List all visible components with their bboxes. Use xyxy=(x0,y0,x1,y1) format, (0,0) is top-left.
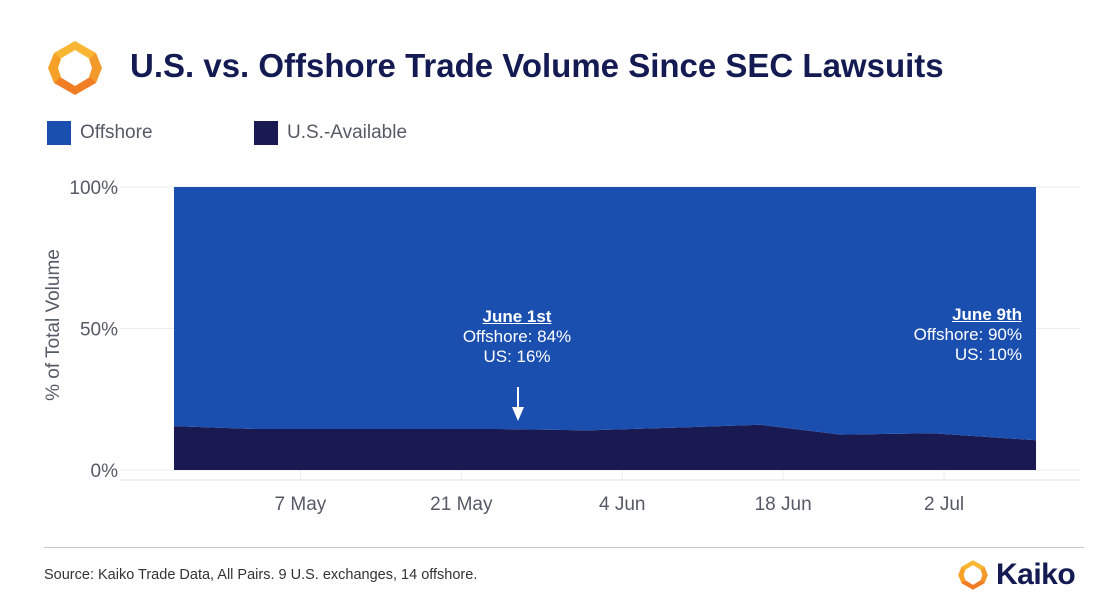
legend-item-us-available: U.S.-Available xyxy=(254,121,407,145)
annotation-june-9: June 9th Offshore: 90% US: 10% xyxy=(862,305,1022,365)
kaiko-brand-icon xyxy=(958,560,988,590)
kaiko-logo-icon xyxy=(48,41,102,95)
x-tick-label: 4 Jun xyxy=(599,494,645,515)
annotation-june-1-offshore: Offshore: 84% xyxy=(462,327,572,346)
x-tick-label: 7 May xyxy=(275,494,327,515)
annotation-june-1: June 1st Offshore: 84% US: 16% xyxy=(437,307,597,367)
legend-item-offshore: Offshore xyxy=(47,121,153,145)
annotation-june-1-title: June 1st xyxy=(482,307,552,326)
annotation-arrow-head xyxy=(512,407,524,421)
area-series-u-s-available xyxy=(174,424,1036,470)
area-chart: 0% 50% 100% 7 May 21 May 4 Jun 18 Jun 2 Jul % of… xyxy=(43,178,1080,515)
x-tick-label: 2 Jul xyxy=(924,494,964,515)
legend-swatch-offshore xyxy=(47,121,71,145)
x-tick-label: 18 Jun xyxy=(755,494,812,515)
x-tick-label: 21 May xyxy=(430,494,493,515)
annotation-june-1-us: US: 16% xyxy=(483,347,551,366)
y-axis-label: % of Total Volume xyxy=(43,249,64,401)
annotation-june-9-title: June 9th xyxy=(952,305,1022,324)
y-tick-label: 0% xyxy=(91,461,119,482)
page-title: U.S. vs. Offshore Trade Volume Since SEC… xyxy=(130,47,944,84)
legend-swatch-us-available xyxy=(254,121,278,145)
legend-label-us-available: U.S.-Available xyxy=(287,122,408,143)
annotation-june-9-us: US: 10% xyxy=(954,345,1022,364)
brand-logo: Kaiko xyxy=(956,558,1076,592)
y-tick-label: 50% xyxy=(80,320,118,341)
y-tick-label: 100% xyxy=(69,178,118,199)
legend-label-offshore: Offshore xyxy=(80,122,153,143)
annotation-june-9-offshore: Offshore: 90% xyxy=(913,325,1022,344)
area-series-offshore xyxy=(174,187,1036,441)
source-note: Source: Kaiko Trade Data, All Pairs. 9 U… xyxy=(44,567,478,583)
footer-divider xyxy=(44,547,1084,548)
brand-name: Kaiko xyxy=(996,558,1076,591)
